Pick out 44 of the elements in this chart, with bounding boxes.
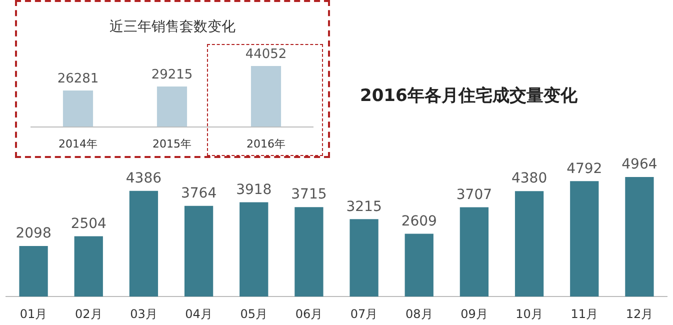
chart-title: 近三年销售套数变化 [108,18,236,36]
bar [625,177,654,297]
data-label: 3715 [291,186,327,203]
x-tick-label: 03月 [130,306,158,321]
bar [570,181,599,297]
bar [404,234,434,297]
x-tick-label: 06月 [295,306,323,321]
x-tick-label: 08月 [405,306,433,321]
bar [514,191,544,297]
data-label: 44052 [245,46,287,62]
data-label: 4380 [511,170,548,187]
data-label: 4792 [566,160,602,177]
data-label: 3764 [180,186,217,202]
bar [460,207,489,297]
x-tick-label: 11月 [570,306,598,321]
x-tick-label: 2016年 [246,137,286,150]
data-label: 4964 [622,156,658,173]
x-tick-label: 09月 [460,306,488,321]
x-tick-label: 07月 [350,306,378,321]
bar [350,219,378,297]
data-label: 3215 [346,198,382,215]
bar [19,246,48,297]
x-tick-label: 12月 [626,306,654,321]
x-tick-label: 2015年 [152,137,192,150]
data-label: 26281 [57,71,99,86]
data-label: 3918 [236,182,272,198]
data-label: 2609 [401,213,437,230]
bar [74,236,103,297]
x-tick-label: 05月 [240,306,268,321]
x-tick-label: 02月 [74,306,102,321]
bar [294,207,324,297]
data-label: 2504 [70,216,107,232]
x-tick-label: 04月 [185,306,212,321]
x-tick-label: 10月 [516,306,543,321]
bar [129,190,158,297]
bar [184,206,214,297]
x-tick-label: 2014年 [58,137,98,150]
data-label: 4386 [126,170,162,187]
x-tick-label: 01月 [20,306,48,321]
data-label: 2098 [16,226,52,242]
bar [240,202,268,297]
data-label: 29215 [151,67,193,82]
data-label: 3707 [456,186,492,203]
chart-title: 2016年各月住宅成交量变化 [360,85,578,107]
